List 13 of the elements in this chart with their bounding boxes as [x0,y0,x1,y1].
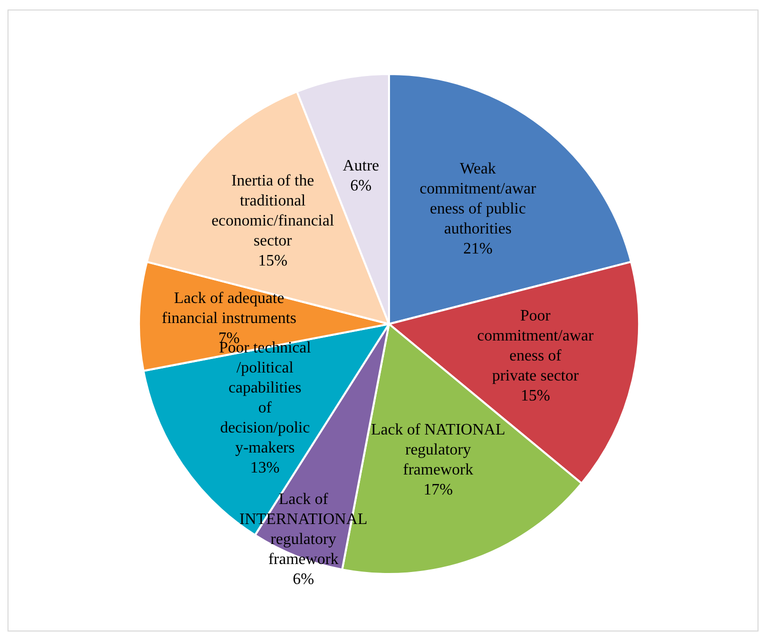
data-label: 15% [520,387,550,404]
data-label: 17% [423,481,453,498]
data-label: 6% [350,177,372,194]
slice-label: Lack of adequate financial instruments [162,290,296,327]
data-label: 13% [250,458,280,476]
slice-label: Weak commitment/awareness of public authorities [420,160,537,238]
data-label: 21% [463,240,493,258]
slice-label: Autre [342,157,380,174]
slice-label: Poor commitment/awareness of private sector [477,307,594,384]
data-label: 15% [258,252,288,270]
data-label: 6% [292,570,314,588]
slice-label: Inertia of the traditional economic/financial sector [211,172,335,250]
slice-label: Lack of NATIONAL regulatory framework [371,421,506,478]
